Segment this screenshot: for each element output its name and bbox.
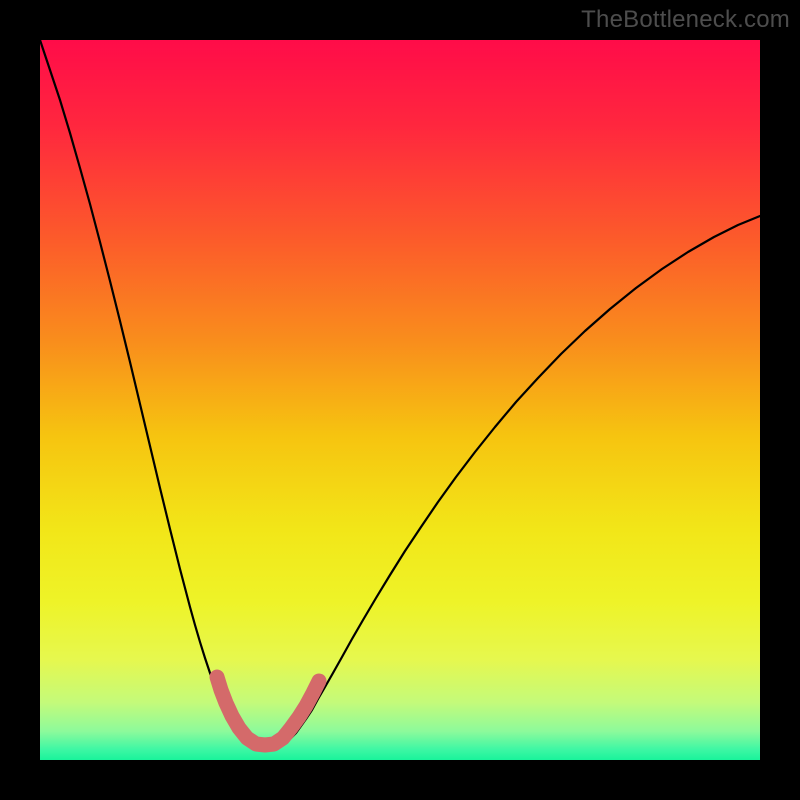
- plot-area: [40, 40, 760, 760]
- chart-stage: TheBottleneck.com: [0, 0, 800, 800]
- gradient-fill: [40, 40, 760, 760]
- watermark-text: TheBottleneck.com: [581, 6, 790, 34]
